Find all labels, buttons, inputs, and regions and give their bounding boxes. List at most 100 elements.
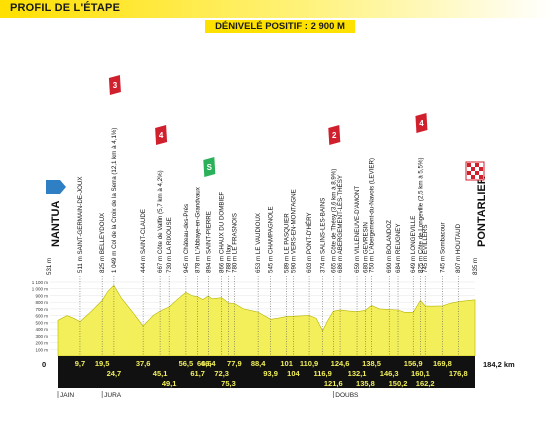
km-mark-label: 176,8 — [449, 369, 468, 378]
km-mark-label: 75,3 — [221, 379, 236, 388]
waypoint-label: 686 m ABERGEMENT-LÈS-THÉSY — [337, 175, 344, 273]
waypoint-label: 590 m VERS-EN-MONTAGNE — [290, 189, 297, 273]
km-mark-label: 162,2 — [416, 379, 435, 388]
km-mark-label: 45,1 — [153, 369, 168, 378]
start-altitude: 531 m — [46, 258, 53, 275]
start-km-label: 0 — [42, 360, 46, 369]
finish-flag-square — [467, 163, 471, 167]
region-label: DOUBS — [335, 392, 359, 399]
km-mark-label: 66,4 — [201, 359, 216, 368]
km-mark-label: 56,5 — [179, 359, 194, 368]
marker-label: 3 — [113, 81, 118, 90]
waypoint-label: 659 m VILLENEUVE-D'AMONT — [354, 186, 361, 273]
climb-marker-icon — [328, 125, 341, 145]
km-mark-label: 138,5 — [362, 359, 381, 368]
km-mark-label: 104 — [287, 369, 300, 378]
waypoint-label: 667 m Côte de Valfin (5,7 km à 4,2%) — [157, 170, 164, 273]
marker-label: 2 — [332, 131, 337, 140]
km-mark-label: 156,9 — [404, 359, 423, 368]
km-mark-label: 101 — [280, 359, 293, 368]
page-title: PROFIL DE L'ÉTAPE — [10, 2, 121, 14]
waypoint-label: 684 m REUGNEY — [395, 223, 402, 273]
finish-flag-square — [479, 167, 483, 171]
y-tick-label: 800 m — [35, 300, 48, 305]
waypoint-label: 444 m SAINT-CLAUDE — [140, 209, 147, 273]
finish-flag-square — [467, 171, 471, 175]
km-mark-label: 19,5 — [95, 359, 110, 368]
km-mark-label: 61,7 — [190, 369, 205, 378]
y-tick-label: 300 m — [35, 334, 48, 339]
km-mark-label: 72,3 — [214, 369, 229, 378]
finish-altitude: 835 m — [472, 258, 479, 275]
waypoint-label: 649 m LONGEVILLE — [410, 216, 417, 273]
finish-flag-square — [479, 175, 483, 179]
waypoint-label: 866 m CHAUX DU DOMBIEF — [219, 192, 226, 273]
waypoint-label: 788 m Ilay — [225, 244, 232, 273]
title-bar: PROFIL DE L'ÉTAPE — [0, 0, 553, 18]
finish-flag-square — [471, 167, 475, 171]
y-tick-label: 700 m — [35, 307, 48, 312]
y-tick-label: 400 m — [35, 327, 48, 332]
km-mark-label: 121,6 — [324, 379, 343, 388]
marker-label: S — [207, 163, 213, 172]
waypoint-label: 545 m CHAMPAGNOLE — [268, 206, 275, 273]
finish-km-label: 184,2 km — [483, 360, 515, 369]
finish-name: PONTARLIER — [476, 176, 488, 247]
km-mark-label: 150,2 — [389, 379, 408, 388]
km-mark-label: 49,1 — [162, 379, 177, 388]
climb-marker-icon — [415, 113, 428, 133]
waypoint-label: 745 m EVILLERS — [422, 225, 429, 274]
finish-flag-square — [475, 163, 479, 167]
waypoint-label: 745 m Sombacour — [439, 222, 446, 273]
sprint-marker-icon — [203, 157, 216, 177]
marker-label: 4 — [159, 131, 164, 140]
km-mark-label: 9,7 — [75, 359, 85, 368]
waypoint-label: 825 m BELLEYDOUX — [99, 213, 106, 273]
y-tick-label: 200 m — [35, 341, 48, 346]
title-bar-background — [0, 0, 553, 18]
waypoint-label: 945 m Château-des-Prés — [183, 204, 190, 273]
km-mark-label: 116,9 — [313, 369, 331, 378]
waypoint-label: 730 m LA RIXOUSE — [166, 217, 173, 273]
km-mark-label: 169,8 — [433, 359, 452, 368]
km-mark-label: 64,6 — [197, 359, 212, 368]
start-flag-icon — [46, 180, 66, 194]
y-tick-label: 500 m — [35, 320, 48, 325]
finish-flag-square — [475, 171, 479, 175]
waypoint-label: 878 m L'Abbaye-en-Grandvaux — [195, 186, 202, 273]
km-mark-label: 77,9 — [227, 359, 242, 368]
km-mark-label: 146,3 — [380, 369, 399, 378]
km-mark-label: 37,6 — [136, 359, 151, 368]
waypoint-label: 780 m LE FRASNOIS — [231, 213, 238, 273]
region-label: JURA — [104, 392, 122, 399]
climb-marker-icon — [155, 125, 168, 145]
climb-marker-icon — [108, 75, 121, 95]
marker-label: 4 — [419, 119, 424, 128]
region-label: JAIN — [60, 392, 74, 399]
waypoint-label: 750 m L'Abergement-du-Navois (LEVIER) — [369, 158, 376, 273]
y-tick-label: 900 m — [35, 293, 48, 298]
finish-flag-square — [471, 175, 475, 179]
waypoint-label: 894 m SAINT-PIERRE — [205, 211, 212, 273]
waypoint-label: 603 m PONT-D'HÉRY — [306, 212, 313, 273]
waypoint-label: 374 m SALINS-LES-BAINS — [320, 198, 327, 273]
km-mark-label: 160,1 — [411, 369, 430, 378]
y-tick-label: 1 100 m — [32, 280, 49, 285]
waypoint-label: 680 m GEVRESIN — [362, 222, 369, 273]
waypoint-label: 690 m BOLANDOZ — [386, 220, 393, 273]
waypoint-label: 1 049 m Col de la Croix de la Serra (12,… — [111, 128, 118, 273]
waypoint-label: 653 m LE VAUDIOUX — [255, 213, 262, 273]
start-name: NANTUA — [50, 201, 62, 247]
waypoint-label: 589 m LE PASQUIER — [284, 213, 291, 273]
km-band — [58, 356, 475, 388]
elevation-gain-badge: DÉNIVELÉ POSITIF : 2 900 M — [205, 20, 355, 33]
km-mark-label: 110,9 — [300, 359, 318, 368]
y-tick-label: 600 m — [35, 314, 48, 319]
y-tick-label: 1 000 m — [32, 287, 49, 292]
y-tick-label: 100 m — [35, 347, 48, 352]
km-mark-label: 24,7 — [107, 369, 122, 378]
km-mark-label: 135,8 — [356, 379, 375, 388]
waypoint-label: 825 m Côte de Longeville (2,5 km à 5,5%) — [417, 157, 424, 273]
waypoint-label: 807 m HOUTAUD — [455, 223, 462, 273]
